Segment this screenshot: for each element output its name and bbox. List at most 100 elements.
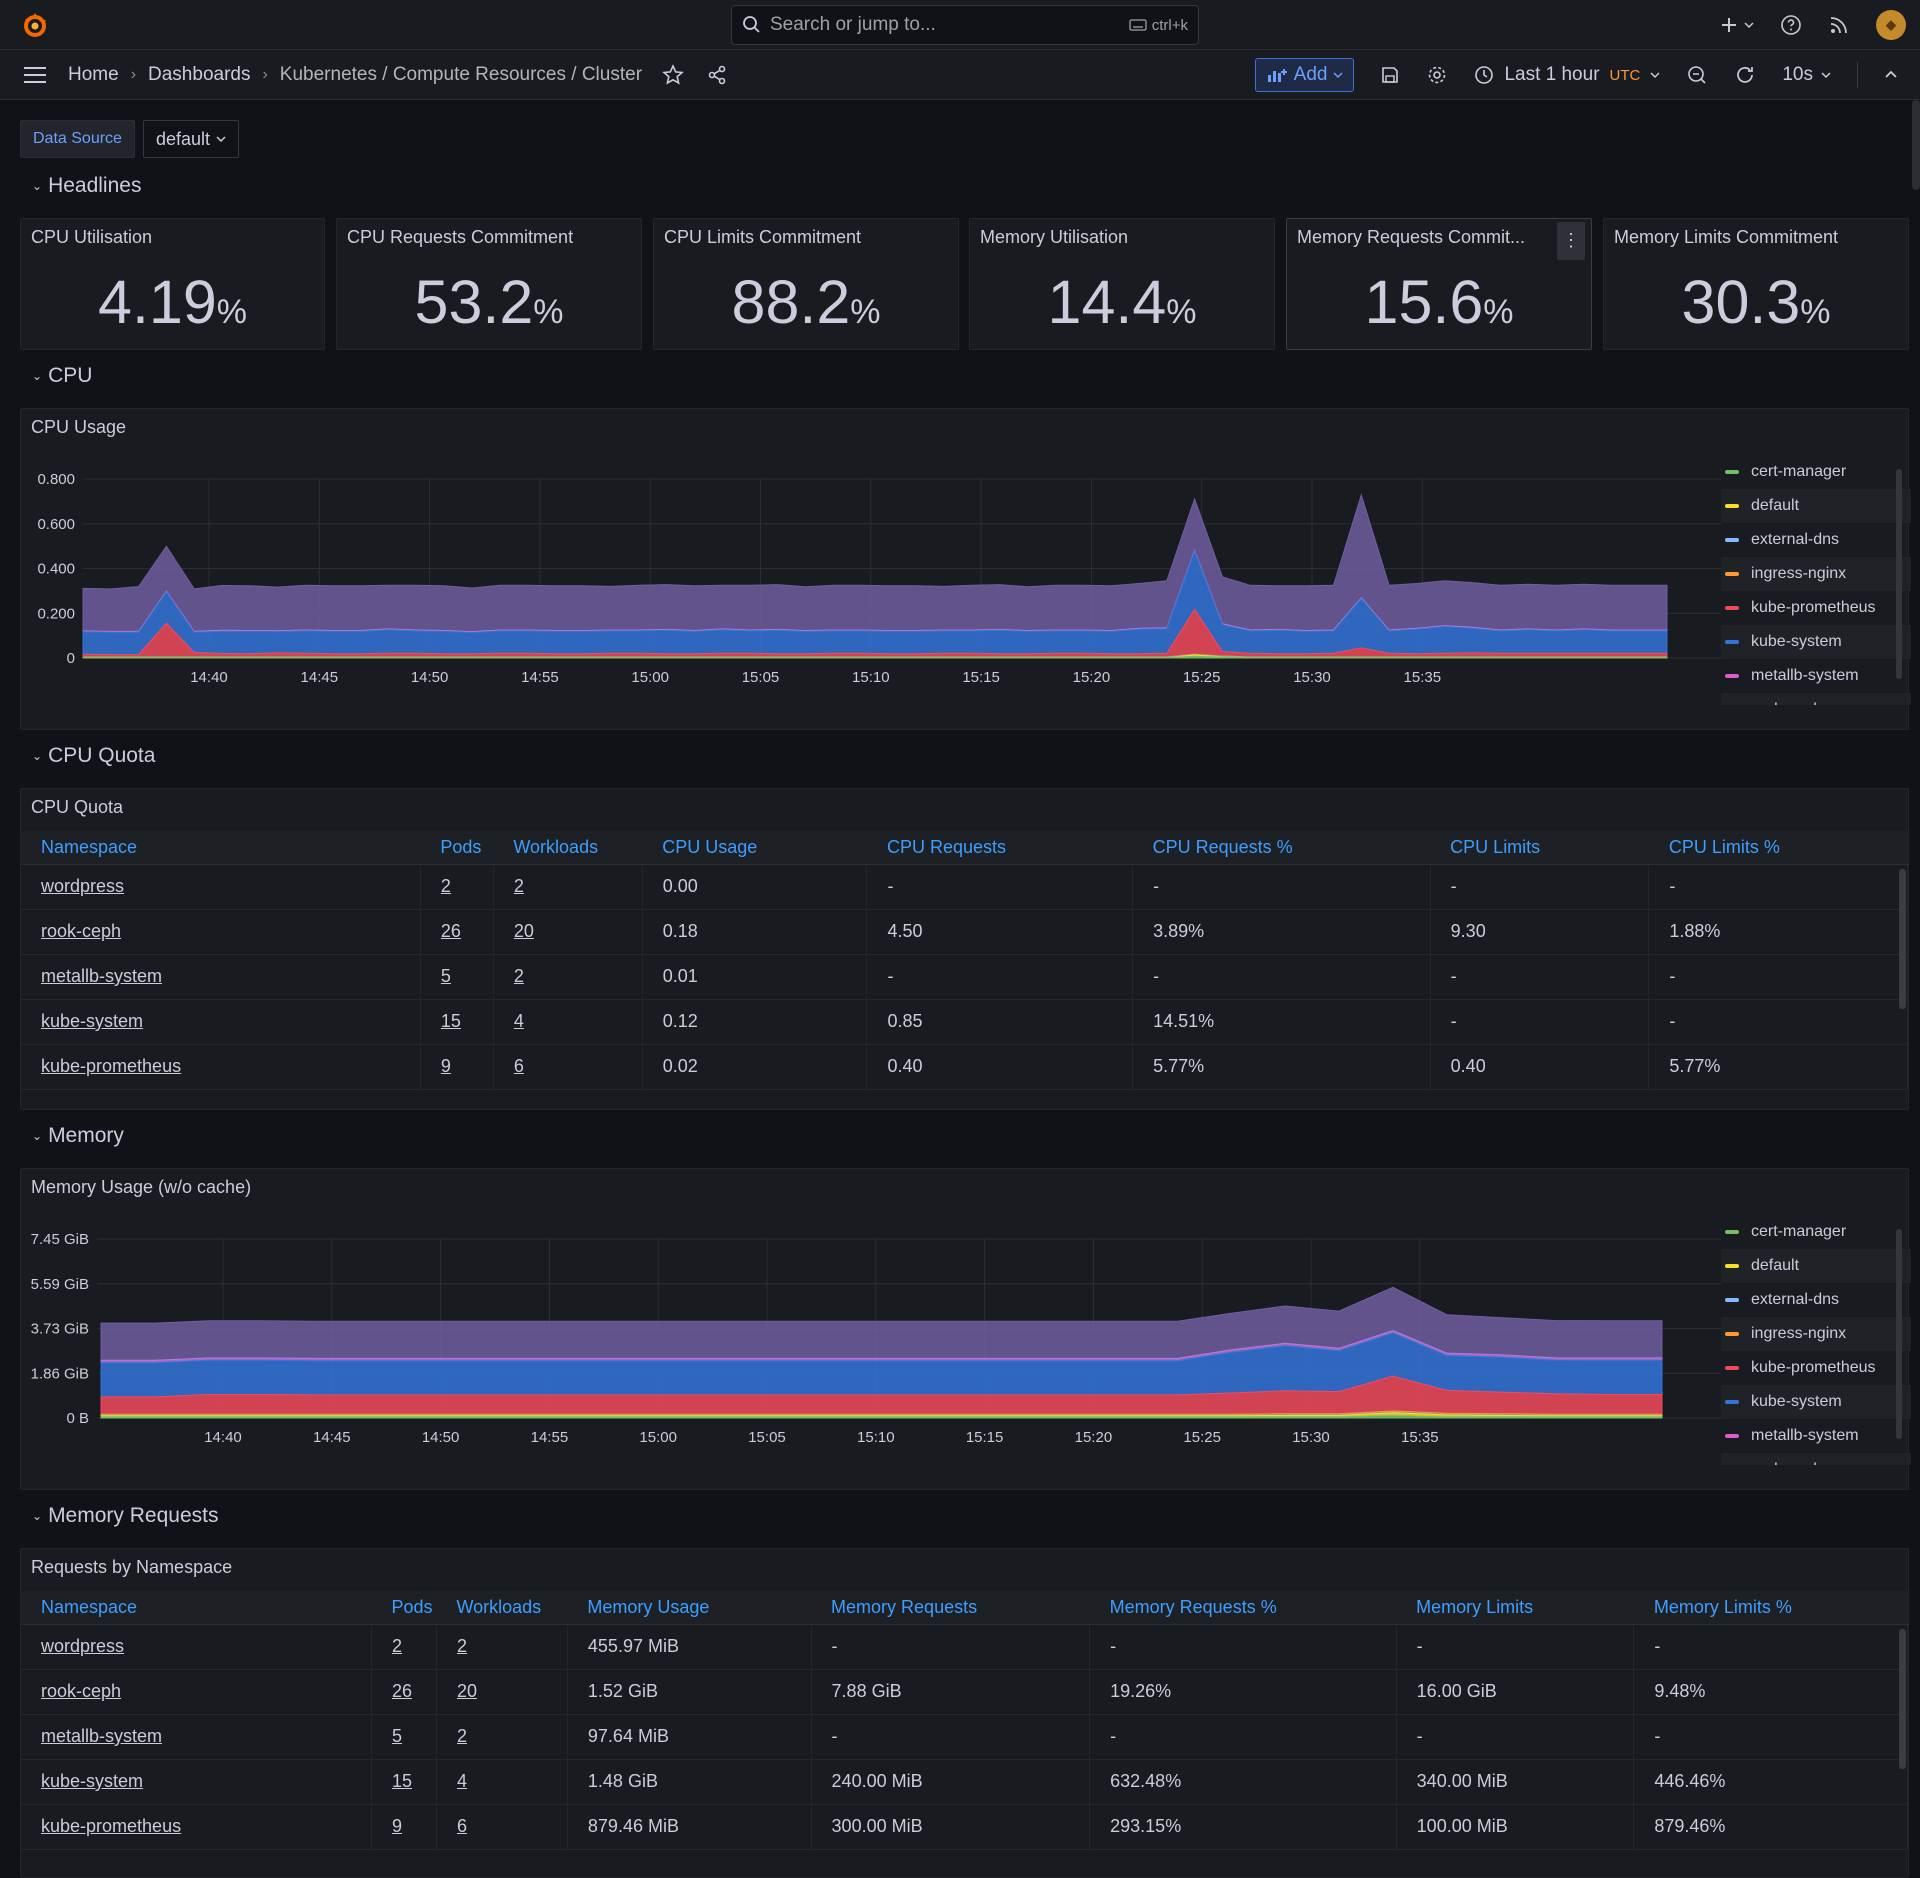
- search-input[interactable]: Search or jump to... ctrl+k: [731, 5, 1199, 45]
- stat-panel[interactable]: CPU Limits Commitment 88.2%: [653, 218, 959, 350]
- legend-item[interactable]: ingress-nginx: [1721, 1317, 1911, 1351]
- table-link[interactable]: 15: [440, 1011, 461, 1031]
- table-link[interactable]: 26: [391, 1681, 413, 1701]
- cpu-usage-chart[interactable]: 0 0.200 0.400 0.600 0.800 14:40 14:45 14:50 14:5…: [21, 449, 1721, 729]
- table-link[interactable]: wordpress: [41, 1636, 125, 1656]
- time-picker[interactable]: Last 1 hour UTC: [1474, 64, 1660, 86]
- column-header[interactable]: Memory Limits: [1396, 1591, 1634, 1625]
- legend-item[interactable]: kube-system: [1721, 625, 1911, 659]
- table-link[interactable]: 2: [456, 1726, 467, 1746]
- row-cpu-quota[interactable]: ⌄ CPU Quota: [32, 744, 155, 768]
- legend-item[interactable]: external-dns: [1721, 523, 1911, 557]
- panel-menu-icon[interactable]: ⋮: [1557, 222, 1585, 260]
- avatar[interactable]: ◆: [1876, 10, 1906, 40]
- zoom-out-icon[interactable]: [1686, 64, 1708, 86]
- table-link[interactable]: 2: [513, 876, 524, 896]
- legend-item[interactable]: rook-ceph: [1721, 1453, 1911, 1465]
- row-cpu[interactable]: ⌄ CPU: [32, 364, 92, 388]
- table-scrollbar[interactable]: [1899, 869, 1906, 1009]
- legend-item[interactable]: ingress-nginx: [1721, 557, 1911, 591]
- legend-item[interactable]: cert-manager: [1721, 455, 1911, 489]
- save-icon[interactable]: [1380, 65, 1400, 85]
- table-link[interactable]: 4: [456, 1771, 467, 1791]
- column-header[interactable]: Pods: [371, 1591, 437, 1625]
- table-link[interactable]: 2: [440, 876, 451, 896]
- column-header[interactable]: CPU Limits: [1430, 831, 1649, 865]
- breadcrumb-dashboards[interactable]: Dashboards: [148, 63, 251, 85]
- new-menu-button[interactable]: [1720, 16, 1754, 34]
- table-link[interactable]: 6: [456, 1816, 467, 1836]
- legend-item[interactable]: external-dns: [1721, 1283, 1911, 1317]
- legend-item[interactable]: default: [1721, 1249, 1911, 1283]
- table-link[interactable]: kube-system: [41, 1011, 144, 1031]
- table-link[interactable]: 5: [391, 1726, 402, 1746]
- column-header[interactable]: Namespace: [21, 831, 421, 865]
- breadcrumb-home[interactable]: Home: [68, 63, 119, 85]
- stat-panel[interactable]: Memory Requests Commit... ⋮ 15.6%: [1286, 218, 1592, 350]
- table-link[interactable]: 2: [513, 966, 524, 986]
- column-header[interactable]: Namespace: [21, 1591, 372, 1625]
- row-headlines[interactable]: ⌄ Headlines: [32, 174, 141, 198]
- table-scrollbar[interactable]: [1899, 1629, 1906, 1769]
- table-link[interactable]: 2: [391, 1636, 402, 1656]
- legend-item[interactable]: kube-prometheus: [1721, 591, 1911, 625]
- legend-item[interactable]: metallb-system: [1721, 659, 1911, 693]
- table-link[interactable]: kube-prometheus: [41, 1056, 182, 1076]
- refresh-icon[interactable]: [1734, 64, 1756, 86]
- share-icon[interactable]: [706, 64, 728, 86]
- chevron-up-icon[interactable]: [1884, 68, 1898, 82]
- column-header[interactable]: Memory Usage: [567, 1591, 812, 1625]
- legend-item[interactable]: metallb-system: [1721, 1419, 1911, 1453]
- table-link[interactable]: metallb-system: [41, 966, 163, 986]
- page-scrollbar[interactable]: [1912, 100, 1920, 190]
- table-link[interactable]: 9: [391, 1816, 402, 1836]
- memory-usage-chart[interactable]: 0 B 1.86 GiB 3.73 GiB 5.59 GiB 7.45 GiB 14:40…: [21, 1209, 1721, 1489]
- star-icon[interactable]: [662, 63, 684, 86]
- menu-icon[interactable]: [22, 65, 48, 85]
- table-link[interactable]: 15: [391, 1771, 413, 1791]
- column-header[interactable]: Memory Requests %: [1089, 1591, 1397, 1625]
- legend-item[interactable]: cert-manager: [1721, 1215, 1911, 1249]
- table-link[interactable]: 20: [513, 921, 534, 941]
- rss-icon[interactable]: [1828, 14, 1850, 36]
- table-link[interactable]: 20: [456, 1681, 477, 1701]
- stat-panel[interactable]: Memory Limits Commitment 30.3%: [1603, 218, 1909, 350]
- table-link[interactable]: 2: [456, 1636, 467, 1656]
- column-header[interactable]: CPU Limits %: [1648, 831, 1908, 865]
- column-header[interactable]: CPU Requests: [866, 831, 1133, 865]
- cpu-quota-panel[interactable]: CPU Quota Namespace Pods Workloads CPU Usag…: [20, 788, 1909, 1110]
- legend-item[interactable]: default: [1721, 489, 1911, 523]
- table-link[interactable]: rook-ceph: [41, 1681, 122, 1701]
- column-header[interactable]: Workloads: [436, 1591, 568, 1625]
- memory-usage-panel[interactable]: Memory Usage (w/o cache) 0 B 1.86 GiB 3.73…: [20, 1168, 1911, 1490]
- table-link[interactable]: wordpress: [41, 876, 125, 896]
- legend-item[interactable]: kube-prometheus: [1721, 1351, 1911, 1385]
- table-link[interactable]: 26: [440, 921, 461, 941]
- settings-gear-icon[interactable]: [1426, 64, 1448, 86]
- table-link[interactable]: 4: [513, 1011, 524, 1031]
- table-link[interactable]: metallb-system: [41, 1726, 163, 1746]
- row-memory-requests[interactable]: ⌄ Memory Requests: [32, 1504, 218, 1528]
- datasource-select[interactable]: default: [142, 120, 239, 158]
- legend-scrollbar[interactable]: [1896, 1229, 1902, 1439]
- column-header[interactable]: Pods: [420, 831, 494, 865]
- table-link[interactable]: 6: [513, 1056, 524, 1076]
- memory-requests-panel[interactable]: Requests by Namespace Namespace Pods Workl…: [20, 1548, 1909, 1878]
- table-link[interactable]: 5: [440, 966, 451, 986]
- table-link[interactable]: rook-ceph: [41, 921, 122, 941]
- table-link[interactable]: kube-system: [41, 1771, 144, 1791]
- column-header[interactable]: CPU Usage: [642, 831, 867, 865]
- add-button[interactable]: Add: [1254, 58, 1355, 92]
- table-link[interactable]: 9: [440, 1056, 451, 1076]
- help-icon[interactable]: [1780, 14, 1802, 36]
- table-link[interactable]: kube-prometheus: [41, 1816, 182, 1836]
- cpu-usage-panel[interactable]: CPU Usage 0 0.200 0.400 0.600 0.800 14:40 14:4…: [20, 408, 1911, 730]
- legend-scrollbar[interactable]: [1896, 469, 1902, 679]
- grafana-logo-icon[interactable]: [20, 10, 50, 40]
- column-header[interactable]: Memory Requests: [811, 1591, 1090, 1625]
- stat-panel[interactable]: CPU Utilisation 4.19%: [20, 218, 325, 350]
- refresh-interval-picker[interactable]: 10s: [1782, 64, 1831, 86]
- column-header[interactable]: CPU Requests %: [1132, 831, 1431, 865]
- column-header[interactable]: Memory Limits %: [1633, 1591, 1908, 1625]
- stat-panel[interactable]: Memory Utilisation 14.4%: [969, 218, 1275, 350]
